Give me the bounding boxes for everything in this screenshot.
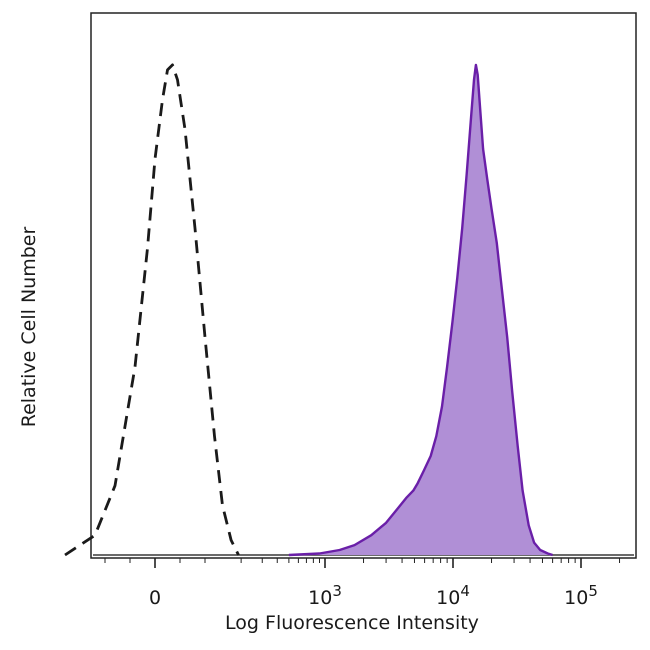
- x-axis-tick-labels: 0 103 104 105: [149, 582, 598, 609]
- plot-frame: [90, 12, 637, 559]
- x-tick-label-base: 10: [436, 587, 460, 609]
- x-tick-label: 0: [149, 587, 161, 609]
- histogram-control-dashed: [64, 63, 240, 557]
- x-tick-label-base: 0: [149, 587, 161, 609]
- histogram-stained-outline: [288, 63, 553, 557]
- y-axis-label: Relative Cell Number: [18, 227, 40, 428]
- x-tick-label: 105: [564, 582, 598, 609]
- x-tick-label-exponent: 4: [460, 582, 470, 600]
- x-tick-label-exponent: 5: [588, 582, 598, 600]
- x-axis-label: Log Fluorescence Intensity: [225, 612, 479, 634]
- x-tick-label: 103: [308, 582, 342, 609]
- x-axis-major-ticks: [154, 558, 582, 568]
- x-tick-label-exponent: 3: [332, 582, 342, 600]
- x-tick-label-base: 10: [308, 587, 332, 609]
- x-tick-label: 104: [436, 582, 470, 609]
- histogram-series-group: [64, 63, 634, 557]
- x-axis-minor-ticks: [104, 558, 621, 563]
- x-tick-label-base: 10: [564, 587, 588, 609]
- histogram-stained-fill: [288, 64, 553, 556]
